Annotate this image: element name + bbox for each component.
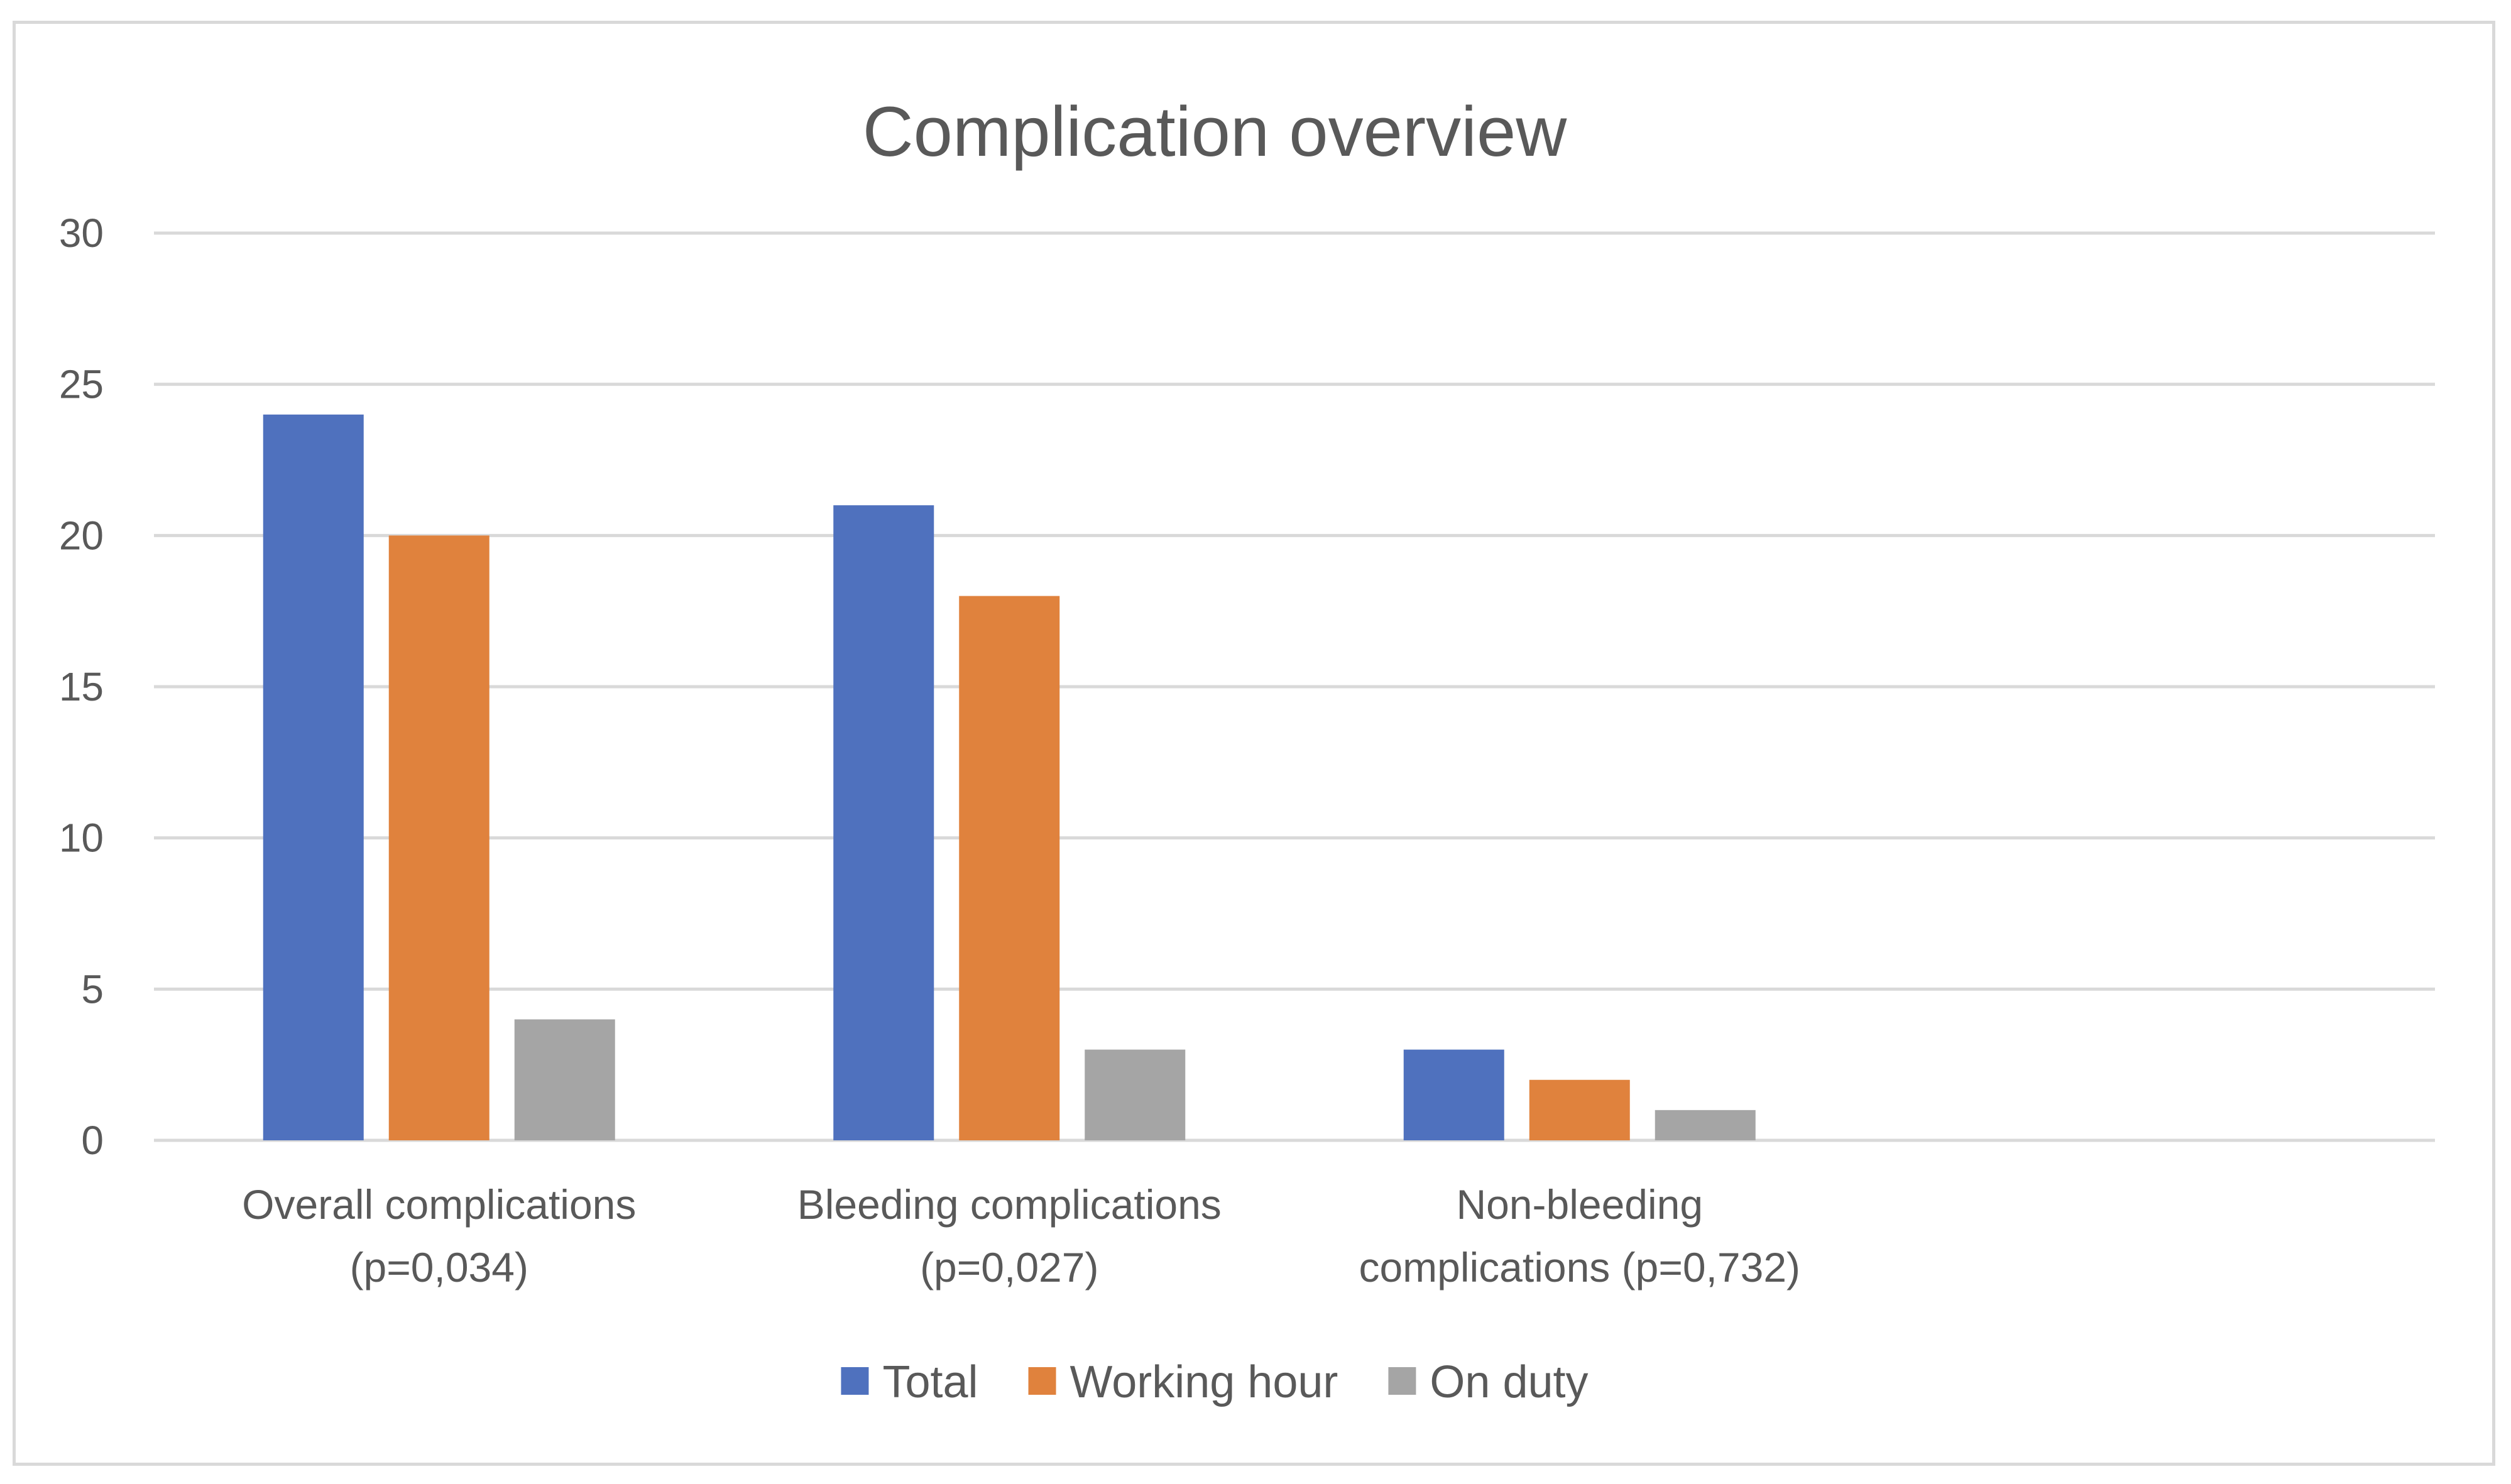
bar-working-hour-0 [388, 535, 490, 1140]
y-tick-label: 10 [59, 816, 104, 861]
x-category-label: Overall complications [242, 1181, 636, 1228]
bar-on-duty-2 [1655, 1110, 1756, 1140]
legend-label: Total [882, 1357, 978, 1407]
legend-label: Working hour [1070, 1357, 1338, 1407]
y-tick-label: 25 [59, 362, 104, 407]
legend-label: On duty [1430, 1357, 1588, 1407]
bar-on-duty-0 [514, 1019, 615, 1140]
bar-working-hour-2 [1529, 1079, 1630, 1140]
x-category-label: Non-bleeding [1456, 1181, 1703, 1228]
gridlines [154, 231, 2435, 1142]
y-tick-label: 15 [59, 664, 104, 709]
bar-on-duty-1 [1085, 1049, 1186, 1140]
y-axis-ticks: 0 5 10 15 20 25 30 [59, 210, 104, 1163]
legend-swatch [1388, 1367, 1416, 1395]
legend-item-on-duty: On duty [1388, 1357, 1589, 1407]
y-tick-label: 30 [59, 210, 104, 256]
legend-item-working-hour: Working hour [1028, 1357, 1338, 1407]
bar-total-1 [833, 505, 934, 1140]
bar-total-2 [1403, 1049, 1504, 1140]
y-tick-label: 5 [81, 966, 104, 1012]
x-category-label: Bleeding complications [797, 1181, 1222, 1228]
bars [263, 414, 1756, 1140]
y-tick-label: 0 [81, 1118, 104, 1163]
x-axis-categories: Overall complications (p=0,034) Bleeding c… [242, 1181, 1800, 1290]
legend: Total Working hour On duty [841, 1357, 1589, 1407]
legend-swatch [1028, 1367, 1056, 1395]
x-category-label: (p=0,034) [350, 1244, 528, 1290]
bar-total-0 [263, 414, 364, 1140]
x-category-label: (p=0,027) [920, 1244, 1098, 1290]
legend-item-total: Total [841, 1357, 978, 1407]
x-category-label: complications (p=0,732) [1359, 1244, 1800, 1290]
bar-working-hour-1 [959, 596, 1060, 1140]
legend-swatch [841, 1367, 869, 1395]
y-tick-label: 20 [59, 513, 104, 558]
chart-title: Complication overview [863, 92, 1568, 171]
